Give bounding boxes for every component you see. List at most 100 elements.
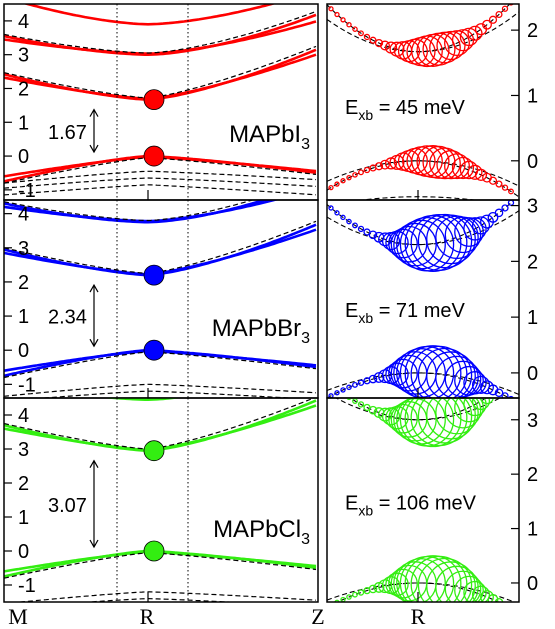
exciton-circle	[426, 351, 476, 398]
exciton-circle	[368, 584, 378, 594]
exciton-circle	[417, 213, 473, 269]
exciton-circle	[487, 211, 499, 223]
exciton-circle	[328, 6, 334, 12]
exciton-circle	[495, 180, 503, 188]
exciton-circle	[494, 598, 504, 602]
exciton-circle	[444, 570, 482, 602]
exciton-circle	[369, 36, 377, 44]
exciton-circle	[429, 147, 461, 180]
exciton-circle	[352, 172, 358, 178]
exciton-circle	[435, 215, 479, 260]
band-structure-plot	[4, 4, 317, 196]
exciton-circle	[357, 589, 365, 596]
exciton-circle	[435, 565, 479, 602]
y-tick-label: 4	[18, 405, 29, 427]
dashed-band-line-6	[4, 184, 317, 196]
exciton-circle	[368, 230, 378, 240]
right-y-tick-label: 0	[527, 363, 538, 385]
y-tick-label: 0	[18, 340, 29, 362]
exciton-circle	[328, 205, 334, 211]
exciton-circle	[334, 210, 340, 216]
y-tick-label: 1	[18, 112, 29, 134]
exciton-circle	[334, 181, 340, 187]
exciton-circle	[502, 381, 508, 387]
exciton-circle	[329, 382, 333, 386]
gap-arrow-head-up	[89, 108, 99, 117]
gap-label: 3.07	[48, 495, 87, 517]
exciton-circle	[501, 204, 509, 212]
band-line-4	[4, 200, 280, 223]
exciton-circle	[334, 599, 340, 602]
exciton-circle	[444, 360, 482, 398]
exciton-dashed-curve-1	[327, 200, 515, 246]
exciton-circle	[357, 225, 365, 233]
exciton-circle	[404, 555, 462, 602]
exciton-circle	[417, 398, 473, 444]
gap-label-bg	[44, 491, 90, 518]
gap-label: 1.67	[48, 122, 87, 144]
left-panel-frame	[3, 397, 319, 603]
r-point-marker-2	[143, 540, 165, 562]
exciton-circle	[368, 374, 378, 384]
r-point-marker-1	[143, 440, 165, 462]
exciton-circle	[480, 398, 494, 405]
right-y-tick-label: 1	[527, 307, 538, 329]
dashed-band-line-1	[4, 220, 317, 275]
exciton-lower-dashed-1	[358, 196, 479, 200]
exciton-circle	[488, 176, 498, 185]
band-structure-plot	[4, 200, 317, 398]
exciton-circle	[357, 379, 365, 386]
right-y-tick-label: 1	[527, 519, 538, 541]
x-label-z: Z	[311, 604, 324, 629]
exciton-circle	[459, 27, 479, 47]
exciton-circle	[352, 381, 358, 388]
dashed-band-line-2	[4, 10, 317, 54]
exciton-circle	[358, 30, 364, 37]
band-line-5	[22, 4, 277, 26]
exciton-circle	[494, 208, 504, 218]
y-tick-label: 2	[18, 473, 29, 495]
exciton-circle	[378, 232, 392, 247]
y-tick-label: -1	[18, 374, 36, 396]
exciton-circle	[346, 384, 352, 391]
exciton-circle	[435, 398, 479, 435]
right-y-tick-label: 3	[527, 196, 538, 218]
x-label-m: M	[8, 604, 28, 629]
exciton-circle	[436, 150, 466, 180]
y-tick-label: 0	[18, 146, 29, 168]
exciton-circle	[417, 347, 473, 398]
right-panel-frame	[326, 397, 520, 603]
exciton-circle	[334, 11, 340, 18]
exciton-circle	[340, 178, 346, 184]
exciton-circle	[426, 398, 476, 440]
exciton-circle	[388, 403, 418, 434]
y-tick-label: -1	[18, 575, 36, 597]
exciton-circle	[393, 222, 437, 267]
exciton-plot	[327, 4, 519, 200]
exciton-circle	[508, 395, 514, 398]
exciton-circle	[471, 216, 491, 235]
dashed-band-line-1	[4, 45, 317, 99]
exciton-lower-dashed-2	[327, 418, 519, 427]
exciton-circle	[358, 169, 364, 176]
exciton-circle	[467, 164, 483, 180]
exciton-circle	[357, 401, 365, 408]
exciton-circle	[352, 591, 358, 598]
y-tick-label: 1	[18, 306, 29, 328]
dashed-band-line-6	[4, 605, 316, 615]
gap-arrow-head-down	[89, 539, 99, 549]
exciton-circle	[380, 40, 390, 51]
y-tick-label: 2	[18, 272, 29, 294]
exciton-circle	[451, 156, 475, 180]
exciton-circle	[454, 575, 484, 602]
gap-label-bg	[44, 303, 90, 330]
exciton-circle	[508, 4, 514, 6]
right-y-tick-label: 2	[527, 251, 538, 273]
exciton-dashed-curve-2	[327, 210, 519, 246]
x-label-r: R	[140, 604, 155, 629]
y-tick-label: 2	[18, 78, 29, 100]
x-label-r-right: R	[411, 604, 426, 629]
exciton-circle	[454, 398, 484, 423]
right-y-tick-label: 1	[527, 85, 538, 107]
